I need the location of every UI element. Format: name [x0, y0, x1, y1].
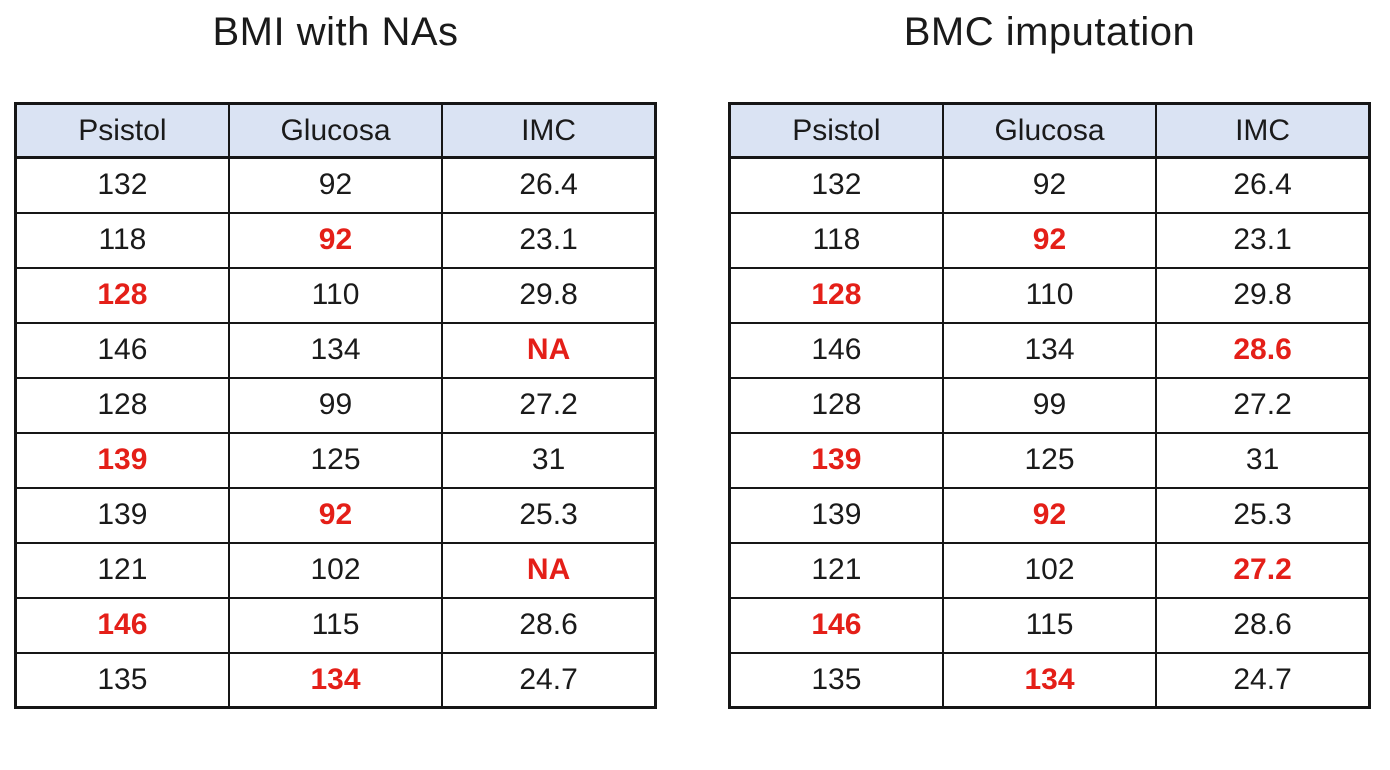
- right-table-title: BMC imputation: [903, 10, 1196, 54]
- left-table-title: BMI with NAs: [212, 10, 459, 54]
- highlighted-cell: 146: [728, 596, 944, 654]
- bmi-with-nas-panel: BMI with NAs Psistol Glucosa IMC 132 92 26…: [14, 0, 657, 709]
- table-cell: 118: [14, 211, 230, 269]
- table-cell: 134: [941, 321, 1158, 379]
- table-cell: 139: [14, 486, 230, 544]
- table-cell: 132: [728, 156, 944, 214]
- table-row: 135 134 24.7: [728, 651, 1371, 709]
- highlighted-cell: 139: [728, 431, 944, 489]
- table-cell: 125: [227, 431, 444, 489]
- highlighted-cell: 27.2: [1155, 541, 1371, 599]
- table-cell: 110: [227, 266, 444, 324]
- table-cell: 125: [941, 431, 1158, 489]
- table-header: Psistol Glucosa IMC: [14, 102, 657, 159]
- column-header-glucosa: Glucosa: [227, 102, 444, 159]
- table-header: Psistol Glucosa IMC: [728, 102, 1371, 159]
- header-row: Psistol Glucosa IMC: [14, 102, 657, 159]
- table-cell: 132: [14, 156, 230, 214]
- table-cell: 31: [1155, 431, 1371, 489]
- table-row: 146 134 NA: [14, 321, 657, 379]
- column-header-imc: IMC: [441, 102, 657, 159]
- highlighted-cell: 128: [14, 266, 230, 324]
- highlighted-cell: NA: [441, 321, 657, 379]
- table-cell: 115: [227, 596, 444, 654]
- highlighted-cell: 92: [941, 486, 1158, 544]
- table-row: 128 99 27.2: [14, 376, 657, 434]
- column-header-psistol: Psistol: [728, 102, 944, 159]
- table-cell: 118: [728, 211, 944, 269]
- table-row: 146 115 28.6: [728, 596, 1371, 654]
- table-cell: 29.8: [1155, 266, 1371, 324]
- table-row: 121 102 27.2: [728, 541, 1371, 599]
- table-cell: 146: [14, 321, 230, 379]
- header-row: Psistol Glucosa IMC: [728, 102, 1371, 159]
- bmi-with-nas-table: Psistol Glucosa IMC 132 92 26.4 118 92 23.1 12…: [14, 102, 657, 709]
- table-row: 132 92 26.4: [14, 156, 657, 214]
- table-cell: 139: [728, 486, 944, 544]
- table-cell: 26.4: [1155, 156, 1371, 214]
- highlighted-cell: 128: [728, 266, 944, 324]
- table-cell: 128: [14, 376, 230, 434]
- table-row: 139 92 25.3: [728, 486, 1371, 544]
- table-cell: 24.7: [441, 651, 657, 709]
- table-cell: 99: [941, 376, 1158, 434]
- table-cell: 135: [14, 651, 230, 709]
- table-row: 146 115 28.6: [14, 596, 657, 654]
- highlighted-cell: 146: [14, 596, 230, 654]
- table-cell: 135: [728, 651, 944, 709]
- table-cell: 134: [227, 321, 444, 379]
- column-header-psistol: Psistol: [14, 102, 230, 159]
- table-cell: 115: [941, 596, 1158, 654]
- bmc-imputation-panel: BMC imputation Psistol Glucosa IMC 132 92…: [728, 0, 1371, 709]
- bmc-imputation-table: Psistol Glucosa IMC 132 92 26.4 118 92 23.1 12…: [728, 102, 1371, 709]
- table-cell: 24.7: [1155, 651, 1371, 709]
- table-cell: 27.2: [1155, 376, 1371, 434]
- table-cell: 102: [227, 541, 444, 599]
- table-row: 128 110 29.8: [728, 266, 1371, 324]
- table-cell: 28.6: [441, 596, 657, 654]
- highlighted-cell: 92: [941, 211, 1158, 269]
- table-row: 139 125 31: [728, 431, 1371, 489]
- table-row: 139 92 25.3: [14, 486, 657, 544]
- highlighted-cell: 92: [227, 211, 444, 269]
- table-cell: 92: [941, 156, 1158, 214]
- highlighted-cell: 134: [227, 651, 444, 709]
- table-row: 118 92 23.1: [14, 211, 657, 269]
- table-cell: 146: [728, 321, 944, 379]
- table-row: 139 125 31: [14, 431, 657, 489]
- table-row: 118 92 23.1: [728, 211, 1371, 269]
- table-cell: 31: [441, 431, 657, 489]
- table-cell: 102: [941, 541, 1158, 599]
- table-cell: 121: [14, 541, 230, 599]
- column-header-imc: IMC: [1155, 102, 1371, 159]
- table-cell: 23.1: [1155, 211, 1371, 269]
- column-header-glucosa: Glucosa: [941, 102, 1158, 159]
- table-cell: 92: [227, 156, 444, 214]
- table-cell: 128: [728, 376, 944, 434]
- highlighted-cell: NA: [441, 541, 657, 599]
- table-row: 146 134 28.6: [728, 321, 1371, 379]
- table-row: 128 99 27.2: [728, 376, 1371, 434]
- table-row: 121 102 NA: [14, 541, 657, 599]
- table-cell: 99: [227, 376, 444, 434]
- highlighted-cell: 92: [227, 486, 444, 544]
- table-cell: 23.1: [441, 211, 657, 269]
- table-cell: 25.3: [1155, 486, 1371, 544]
- highlighted-cell: 139: [14, 431, 230, 489]
- table-cell: 26.4: [441, 156, 657, 214]
- table-row: 135 134 24.7: [14, 651, 657, 709]
- table-cell: 29.8: [441, 266, 657, 324]
- highlighted-cell: 28.6: [1155, 321, 1371, 379]
- highlighted-cell: 134: [941, 651, 1158, 709]
- table-cell: 28.6: [1155, 596, 1371, 654]
- table-cell: 110: [941, 266, 1158, 324]
- table-body: 132 92 26.4 118 92 23.1 128 110 29.8 146 134 NA 128 9…: [14, 156, 657, 709]
- table-body: 132 92 26.4 118 92 23.1 128 110 29.8 146 134 28.6 12…: [728, 156, 1371, 709]
- table-cell: 121: [728, 541, 944, 599]
- table-cell: 27.2: [441, 376, 657, 434]
- table-row: 128 110 29.8: [14, 266, 657, 324]
- table-cell: 25.3: [441, 486, 657, 544]
- table-row: 132 92 26.4: [728, 156, 1371, 214]
